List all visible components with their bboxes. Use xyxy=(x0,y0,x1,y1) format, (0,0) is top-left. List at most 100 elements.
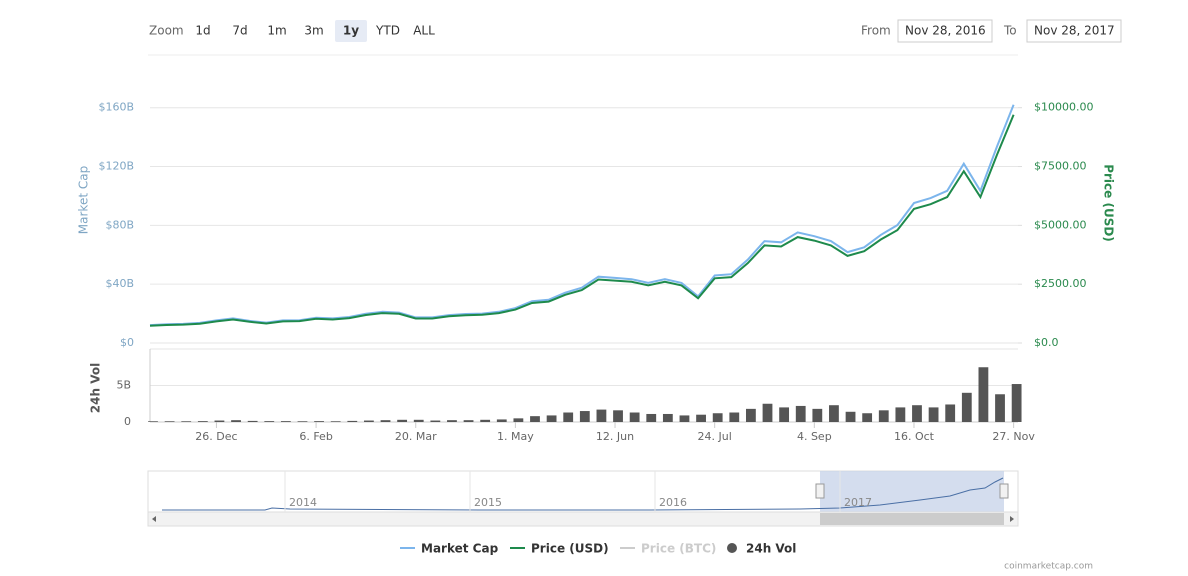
to-date[interactable]: Nov 28, 2017 xyxy=(1034,24,1115,38)
zoom-button[interactable] xyxy=(408,20,440,42)
volume-bar xyxy=(347,420,358,422)
volume-bar xyxy=(314,421,324,422)
navigator-handle[interactable] xyxy=(815,483,825,499)
zoom-button-label[interactable]: 1d xyxy=(195,24,210,38)
series-line xyxy=(149,114,1015,327)
volume-tick-label: 0 xyxy=(124,415,131,428)
zoom-button[interactable] xyxy=(335,20,367,42)
volume-bar xyxy=(779,407,790,422)
zoom-button[interactable] xyxy=(187,20,219,42)
x-tick-label: 4. Sep xyxy=(797,430,832,443)
volume-bar xyxy=(297,421,308,422)
volume-bar xyxy=(646,413,657,422)
navigator-handle[interactable] xyxy=(999,483,1009,499)
volume-bar xyxy=(629,412,640,422)
zoom-button[interactable] xyxy=(224,20,256,42)
volume-bar xyxy=(530,416,540,422)
volume-bar xyxy=(181,421,192,422)
volume-bar xyxy=(264,421,275,422)
volume-bar xyxy=(679,415,690,422)
x-tick-label: 6. Feb xyxy=(299,430,332,443)
legend-label[interactable]: Price (USD) xyxy=(531,542,609,556)
volume-bar xyxy=(945,404,956,422)
navigator-label: 2017 xyxy=(844,496,872,509)
y2-tick-label: $7500.00 xyxy=(1034,160,1087,173)
volume-bar xyxy=(480,419,491,422)
from-label: From xyxy=(861,24,891,38)
zoom-button[interactable] xyxy=(261,20,293,42)
volume-bar xyxy=(928,407,939,422)
legend-symbol[interactable] xyxy=(727,543,737,553)
x-tick-label: 26. Dec xyxy=(195,430,237,443)
volume-bar xyxy=(496,419,507,422)
legend-label[interactable]: Price (BTC) xyxy=(641,542,716,556)
navigator-label: 2016 xyxy=(659,496,687,509)
volume-bar xyxy=(380,420,391,422)
volume-bar xyxy=(413,419,424,422)
zoom-button-label[interactable]: ALL xyxy=(413,24,435,38)
volume-bar xyxy=(330,421,341,422)
x-tick-label: 27. Nov xyxy=(992,430,1035,443)
to-input[interactable] xyxy=(1026,19,1122,43)
zoom-button[interactable] xyxy=(372,20,404,42)
volume-bar xyxy=(995,394,1005,422)
volume-bar xyxy=(231,420,241,422)
volume-bar xyxy=(662,413,673,422)
zoom-button-label[interactable]: YTD xyxy=(375,24,400,38)
zoom-button-label[interactable]: 1m xyxy=(267,24,286,38)
from-input[interactable] xyxy=(897,19,993,43)
volume-bar xyxy=(745,408,756,422)
volume-bar xyxy=(712,413,723,422)
zoom-label: Zoom xyxy=(149,24,184,38)
x-tick-label: 24. Jul xyxy=(698,430,732,443)
legend-label[interactable]: 24h Vol xyxy=(746,542,796,556)
navigator-label: 2015 xyxy=(474,496,502,509)
volume-bar xyxy=(862,413,873,422)
y-axis-title: Market Cap xyxy=(77,166,91,234)
volume-bar xyxy=(397,419,408,422)
volume-bar xyxy=(878,410,889,422)
zoom-button-label[interactable]: 7d xyxy=(232,24,247,38)
y2-axis-title: Price (USD) xyxy=(1102,164,1116,242)
from-date[interactable]: Nov 28, 2016 xyxy=(905,24,986,38)
volume-bar xyxy=(513,418,524,422)
volume-bar xyxy=(961,392,972,422)
volume-bar xyxy=(613,410,623,422)
x-tick-label: 16. Oct xyxy=(894,430,935,443)
volume-bar xyxy=(978,367,989,422)
volume-bar xyxy=(447,420,457,422)
volume-bar xyxy=(895,407,906,422)
navigator-label: 2014 xyxy=(289,496,317,509)
volume-bar xyxy=(563,412,574,422)
volume-bar xyxy=(829,405,839,422)
y-tick-label: $120B xyxy=(98,160,134,173)
volume-bar xyxy=(430,420,441,422)
zoom-button-label[interactable]: 1y xyxy=(343,24,359,38)
volume-bar xyxy=(596,409,607,422)
volume-bar xyxy=(148,421,158,422)
volume-bar xyxy=(812,408,823,422)
source: coinmarketcap.com xyxy=(1004,562,1093,572)
volume-bar xyxy=(247,420,258,422)
volume-axis-title: 24h Vol xyxy=(89,363,103,413)
volume-bar xyxy=(463,420,474,422)
scrollbar-thumb[interactable] xyxy=(820,513,1004,525)
volume-bar xyxy=(762,403,773,422)
legend-label[interactable]: Market Cap xyxy=(421,542,499,556)
x-tick-label: 12. Jun xyxy=(596,430,634,443)
y2-tick-label: $0.0 xyxy=(1034,336,1059,349)
volume-bar xyxy=(1011,384,1022,422)
volume-bar xyxy=(729,412,740,422)
zoom-button-label[interactable]: 3m xyxy=(304,24,323,38)
navigator-selection[interactable] xyxy=(820,471,1004,512)
x-tick-label: 1. May xyxy=(497,430,534,443)
zoom-button[interactable] xyxy=(298,20,330,42)
volume-bar xyxy=(164,421,175,422)
volume-bar xyxy=(696,414,706,422)
y-tick-label: $0 xyxy=(120,336,134,349)
volume-bar xyxy=(579,411,590,422)
scrollbar[interactable] xyxy=(147,511,1019,527)
x-tick-label: 20. Mar xyxy=(395,430,437,443)
volume-bar xyxy=(795,405,806,422)
